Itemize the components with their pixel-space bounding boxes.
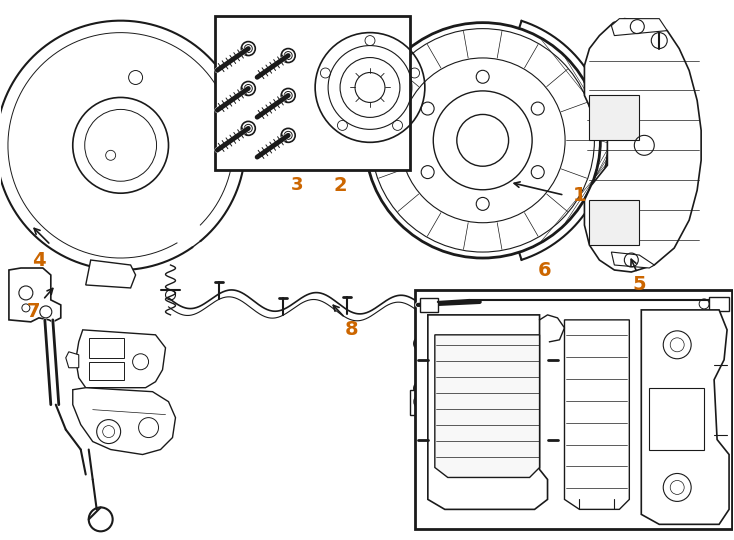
Polygon shape <box>86 260 136 288</box>
Text: 5: 5 <box>633 275 646 294</box>
Text: 2: 2 <box>333 176 347 195</box>
Polygon shape <box>66 352 79 368</box>
Polygon shape <box>611 19 667 36</box>
Text: 1: 1 <box>573 186 586 205</box>
Circle shape <box>241 42 255 56</box>
Polygon shape <box>584 19 701 272</box>
Bar <box>420 298 437 312</box>
Circle shape <box>281 129 295 143</box>
Text: 6: 6 <box>538 260 551 280</box>
Polygon shape <box>73 388 175 455</box>
Polygon shape <box>435 335 539 477</box>
Polygon shape <box>9 268 61 322</box>
Text: 3: 3 <box>291 176 303 194</box>
Text: 8: 8 <box>345 320 359 339</box>
Circle shape <box>241 82 255 96</box>
Bar <box>89 338 123 358</box>
Polygon shape <box>642 310 729 524</box>
Circle shape <box>281 49 295 63</box>
Circle shape <box>281 89 295 103</box>
Text: 4: 4 <box>32 251 46 269</box>
Bar <box>89 362 123 380</box>
Polygon shape <box>410 390 435 415</box>
Bar <box>215 16 410 170</box>
Polygon shape <box>76 330 166 388</box>
Polygon shape <box>611 252 654 268</box>
Text: 7: 7 <box>27 302 40 321</box>
Polygon shape <box>564 320 629 509</box>
Circle shape <box>241 122 255 136</box>
Bar <box>589 200 639 245</box>
Polygon shape <box>428 315 548 509</box>
Bar <box>650 388 704 449</box>
Bar <box>589 96 639 140</box>
Bar <box>415 290 732 529</box>
Bar <box>709 297 729 311</box>
